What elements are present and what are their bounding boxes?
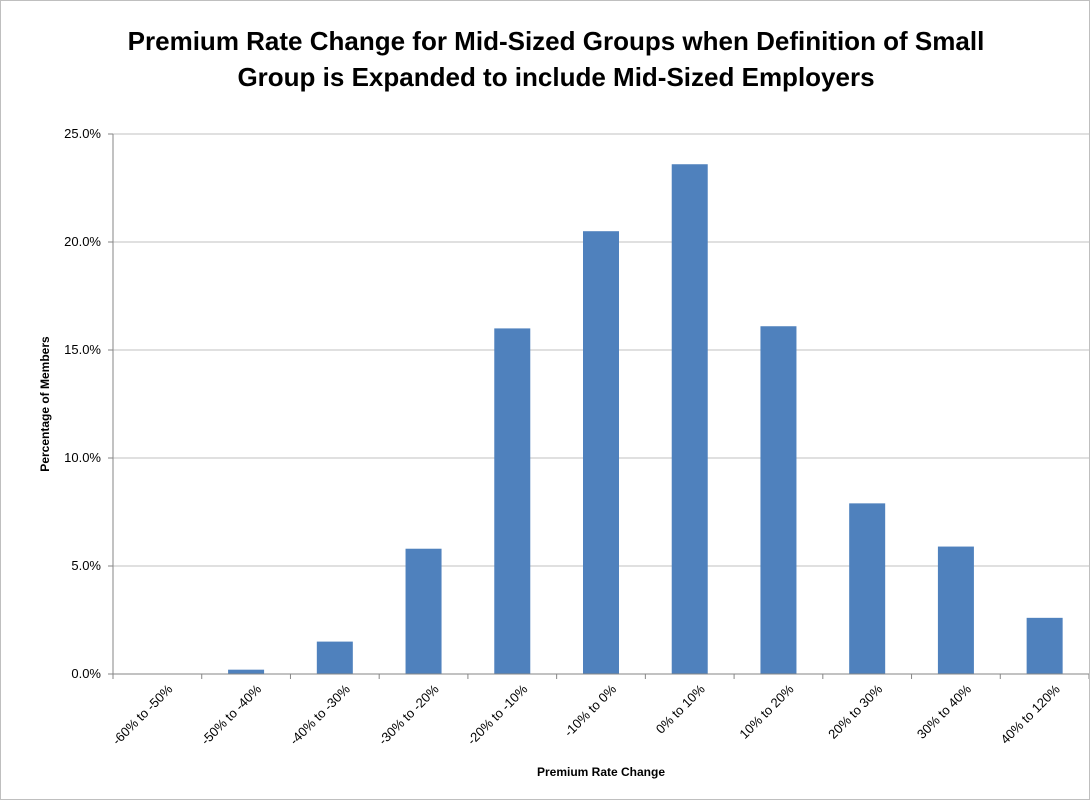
axes — [112, 134, 1089, 675]
bar — [583, 231, 619, 674]
x-tick-label: -40% to -30% — [287, 681, 354, 748]
x-tick-labels: -60% to -50% -50% to -40% -40% to -30% -30%… — [109, 674, 1089, 748]
bar — [1026, 617, 1063, 674]
x-tick-label: 0% to 10% — [653, 681, 708, 736]
bar — [316, 641, 353, 674]
bars — [228, 164, 1063, 675]
x-tick-label: 20% to 30% — [825, 681, 885, 741]
x-tick-label: -10% to 0% — [561, 681, 619, 739]
y-tick-label: 10.0% — [64, 450, 101, 465]
x-tick-label: -30% to -20% — [375, 681, 442, 748]
y-tick-label: 25.0% — [64, 126, 101, 141]
y-tick-label: 15.0% — [64, 342, 101, 357]
bar — [671, 164, 708, 675]
x-tick-label: -50% to -40% — [198, 681, 265, 748]
bar — [760, 326, 797, 674]
y-tick-labels: 0.0% 5.0% 10.0% 15.0% 20.0% 25.0% — [64, 126, 113, 681]
bar — [849, 503, 886, 674]
x-tick-label: 40% to 120% — [997, 681, 1063, 747]
x-tick-label: -20% to -10% — [464, 681, 531, 748]
y-tick-label: 20.0% — [64, 234, 101, 249]
x-tick-label: -60% to -50% — [109, 681, 176, 748]
bar — [937, 546, 974, 674]
bar — [228, 669, 265, 674]
bar — [494, 328, 531, 674]
y-axis-title: Percentage of Members — [38, 336, 52, 472]
chart-title-line-2: Group is Expanded to include Mid-Sized E… — [237, 62, 875, 92]
x-axis-title: Premium Rate Change — [537, 765, 665, 779]
x-tick-label: 10% to 20% — [736, 681, 796, 741]
y-tick-label: 0.0% — [71, 666, 101, 681]
y-tick-label: 5.0% — [71, 558, 101, 573]
bar — [405, 548, 442, 674]
x-tick-label: 30% to 40% — [914, 681, 974, 741]
chart-title: Premium Rate Change for Mid-Sized Groups… — [41, 23, 1071, 95]
chart-title-line-1: Premium Rate Change for Mid-Sized Groups… — [127, 26, 985, 56]
